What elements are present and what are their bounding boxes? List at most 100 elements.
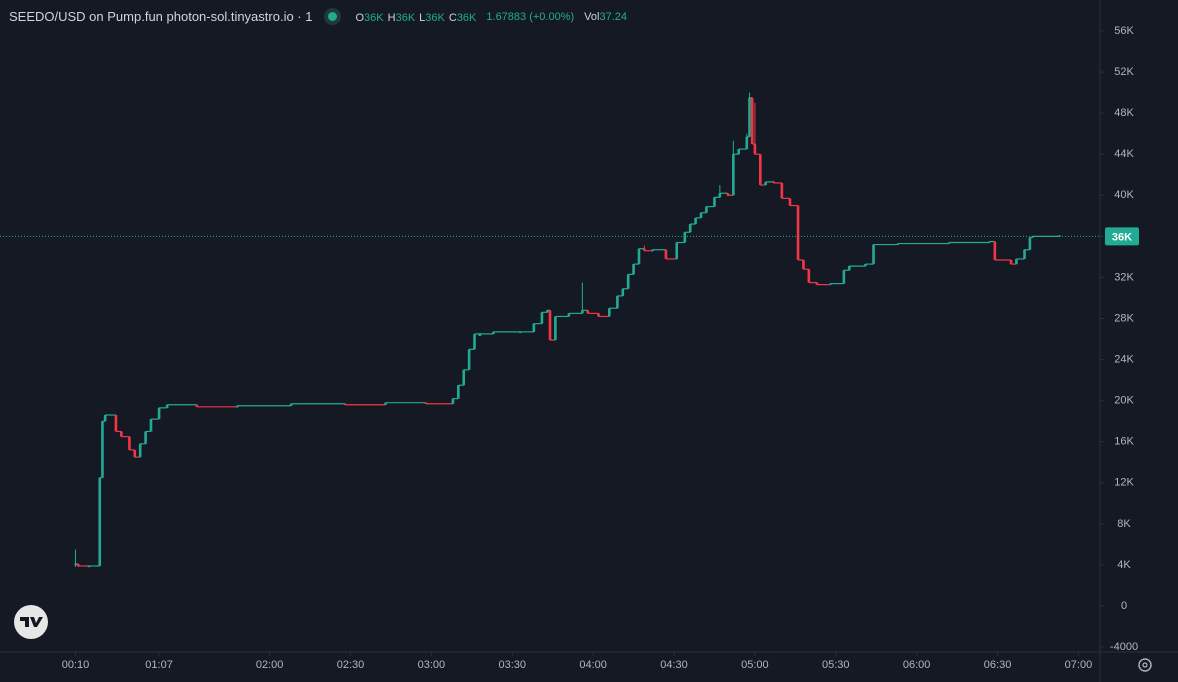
- candle-body: [688, 224, 692, 233]
- x-tick-label: 02:30: [337, 659, 365, 671]
- candle-body: [705, 206, 708, 213]
- candle-body: [1015, 258, 1018, 265]
- candle-body: [780, 182, 784, 199]
- candle-body: [384, 402, 387, 405]
- y-tick-label: 4K: [1117, 559, 1131, 571]
- candle-body: [664, 249, 668, 259]
- y-tick-label: 24K: [1114, 353, 1134, 365]
- candle-body: [1028, 237, 1032, 250]
- candle-body: [128, 436, 131, 450]
- candle-body: [608, 308, 611, 317]
- y-tick-label: 28K: [1114, 312, 1134, 324]
- candle-body: [597, 313, 600, 317]
- candle-body: [532, 323, 536, 332]
- candle-body: [157, 407, 161, 420]
- candle-body: [478, 333, 482, 336]
- x-tick-label: 04:30: [660, 659, 688, 671]
- ohlc-key: L: [419, 12, 426, 24]
- candle-body: [750, 97, 754, 144]
- candle-body: [343, 403, 347, 405]
- candle-body: [1031, 236, 1034, 238]
- y-tick-label: 20K: [1114, 395, 1134, 407]
- candle-body: [467, 349, 471, 370]
- candle-body: [632, 264, 635, 275]
- candle-body: [807, 269, 811, 283]
- candle-body: [195, 404, 199, 407]
- y-tick-label: 40K: [1114, 189, 1134, 201]
- candle-body: [540, 312, 544, 324]
- x-tick-label: 00:10: [62, 659, 90, 671]
- candle-body: [947, 242, 951, 244]
- candle-body: [492, 331, 495, 334]
- candle-body: [815, 282, 819, 285]
- candle-body: [726, 193, 730, 196]
- candle-body: [643, 248, 646, 251]
- candle-body: [829, 283, 832, 285]
- settings-hub: [1142, 662, 1148, 668]
- last-price-label: 36K: [1112, 231, 1132, 243]
- candle-body: [149, 419, 153, 432]
- change: 1.67883 (+0.00%): [486, 10, 575, 23]
- candle-body: [651, 249, 654, 251]
- candle-body: [842, 270, 846, 284]
- y-tick-label: 48K: [1114, 107, 1134, 119]
- x-tick-label: 06:30: [984, 659, 1012, 671]
- candle-body: [683, 232, 687, 243]
- candle-body: [567, 313, 571, 317]
- candle-body: [165, 404, 169, 408]
- y-tick-label: 0: [1121, 600, 1127, 612]
- x-tick-label: 02:00: [256, 659, 284, 671]
- candle-body: [758, 154, 762, 186]
- ohlc-key: O: [355, 12, 365, 24]
- x-tick-label: 01:07: [145, 659, 173, 671]
- candle-body: [98, 477, 102, 566]
- candle-body: [732, 154, 735, 196]
- logo-badge: [14, 605, 48, 639]
- candle-body: [133, 449, 137, 458]
- candle-body: [864, 264, 867, 267]
- candle-body: [626, 274, 630, 289]
- candle-body: [120, 431, 123, 437]
- ohlc-value: 36K: [456, 12, 477, 24]
- ohlc-value: 36K: [395, 12, 416, 24]
- last-price-badge: [1105, 227, 1139, 246]
- candle-body: [713, 197, 716, 207]
- x-tick-label: 03:00: [418, 659, 446, 671]
- candle-body: [694, 217, 697, 225]
- x-tick-label: 04:00: [579, 659, 607, 671]
- candle-body: [1009, 259, 1013, 265]
- y-tick-label: 52K: [1114, 66, 1134, 78]
- candle-body: [621, 288, 625, 296]
- candle-body: [581, 310, 584, 314]
- candle-body: [788, 198, 792, 206]
- ohlc-key: C: [448, 12, 457, 24]
- candle-body: [586, 310, 590, 314]
- y-tick-label: 44K: [1114, 148, 1134, 160]
- candle-body: [144, 431, 147, 444]
- candle-body: [896, 243, 900, 245]
- candle-body: [988, 241, 991, 243]
- candle-body: [101, 421, 104, 478]
- candle-body: [424, 402, 428, 404]
- y-tick-label: 16K: [1114, 436, 1134, 448]
- symbol-title[interactable]: SEEDO/USD on Pump.fun photon-sol.tinyast…: [9, 9, 313, 24]
- settings-icon[interactable]: [1138, 658, 1152, 672]
- tradingview-logo[interactable]: [14, 605, 48, 639]
- y-tick-label: 56K: [1114, 25, 1134, 37]
- candle-body: [737, 149, 741, 155]
- ohlc-key: H: [387, 12, 396, 24]
- candle-body: [753, 143, 757, 155]
- candle-body: [76, 563, 80, 566]
- candle-body: [675, 242, 679, 259]
- candle-body: [554, 316, 557, 341]
- y-tick-label: 8K: [1117, 518, 1131, 530]
- legend-bar: SEEDO/USD on Pump.fun photon-sol.tinyast…: [9, 9, 631, 24]
- candle-body: [796, 205, 800, 260]
- candle-body: [289, 403, 293, 406]
- candles: [74, 92, 1061, 568]
- candle-body: [748, 97, 751, 137]
- candle-body: [451, 398, 455, 404]
- candle-body: [462, 369, 466, 386]
